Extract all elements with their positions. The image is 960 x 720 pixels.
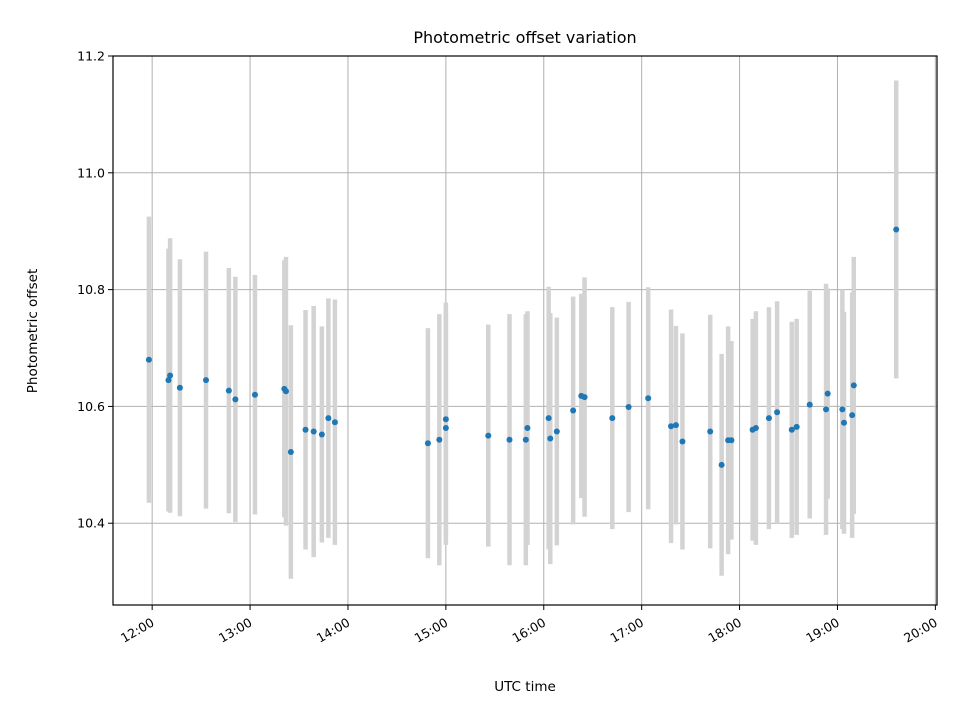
- data-point: [849, 412, 856, 419]
- data-point: [251, 391, 258, 398]
- data-point: [424, 440, 431, 447]
- y-tick-label: 11.0: [77, 165, 105, 180]
- data-point: [331, 419, 338, 426]
- data-point: [203, 377, 210, 384]
- y-tick-label: 10.4: [77, 516, 105, 531]
- data-point: [718, 461, 725, 468]
- x-tick-label: 13:00: [216, 615, 255, 646]
- data-point: [310, 428, 317, 435]
- data-point: [765, 415, 772, 422]
- error-bars: [146, 80, 899, 579]
- data-point: [806, 401, 813, 408]
- data-point: [625, 404, 632, 411]
- data-point: [282, 388, 289, 395]
- x-tick-label: 14:00: [314, 615, 353, 646]
- data-point: [793, 423, 800, 430]
- data-point: [823, 406, 830, 413]
- x-tick-label: 18:00: [705, 615, 744, 646]
- x-tick-label: 12:00: [118, 615, 157, 646]
- data-point: [581, 394, 588, 401]
- y-axis-label: Photometric offset: [25, 269, 41, 393]
- data-point: [165, 377, 172, 384]
- data-point: [672, 422, 679, 429]
- data-point: [176, 384, 183, 391]
- data-point: [668, 423, 675, 430]
- y-tick-label: 10.8: [77, 282, 105, 297]
- data-point: [287, 448, 294, 455]
- y-tick-label: 10.6: [77, 399, 105, 414]
- data-point: [645, 395, 652, 402]
- x-tick-label: 20:00: [901, 615, 940, 646]
- data-point: [302, 426, 309, 433]
- data-point: [225, 387, 232, 394]
- y-tick-label: 11.2: [77, 49, 105, 64]
- data-point: [524, 425, 531, 432]
- data-point: [679, 438, 686, 445]
- data-point: [707, 428, 714, 435]
- data-point: [609, 415, 616, 422]
- x-tick-label: 16:00: [510, 615, 549, 646]
- chart-title: Photometric offset variation: [413, 28, 636, 47]
- data-point: [545, 415, 552, 422]
- data-points: [145, 226, 900, 468]
- data-point: [774, 409, 781, 416]
- plot-frame: [112, 55, 938, 606]
- data-point: [167, 372, 174, 379]
- x-tick-label: 17:00: [607, 615, 646, 646]
- data-point: [547, 435, 554, 442]
- data-point: [752, 425, 759, 432]
- data-point: [570, 407, 577, 414]
- data-point: [788, 426, 795, 433]
- data-point: [485, 432, 492, 439]
- data-point: [442, 425, 449, 432]
- x-axis-ticks: 12:00 13:00 14:00 15:00 16:00 17:00 18:00 19:00…: [118, 605, 940, 646]
- x-tick-label: 15:00: [412, 615, 451, 646]
- data-point: [553, 428, 560, 435]
- y-axis-ticks: 10.4 10.6 10.8 11.0 11.2: [77, 49, 113, 531]
- data-point: [728, 437, 735, 444]
- x-axis-label: UTC time: [494, 679, 556, 695]
- data-point: [232, 396, 239, 403]
- data-point: [850, 382, 857, 389]
- data-point: [436, 436, 443, 443]
- data-point: [325, 415, 332, 422]
- data-point: [318, 431, 325, 438]
- data-point: [839, 406, 846, 413]
- data-point: [442, 416, 449, 423]
- data-point: [824, 390, 831, 397]
- data-point: [893, 226, 900, 233]
- data-point: [145, 356, 152, 363]
- x-tick-label: 19:00: [803, 615, 842, 646]
- data-point: [840, 419, 847, 426]
- data-point: [522, 436, 529, 443]
- data-point: [506, 436, 513, 443]
